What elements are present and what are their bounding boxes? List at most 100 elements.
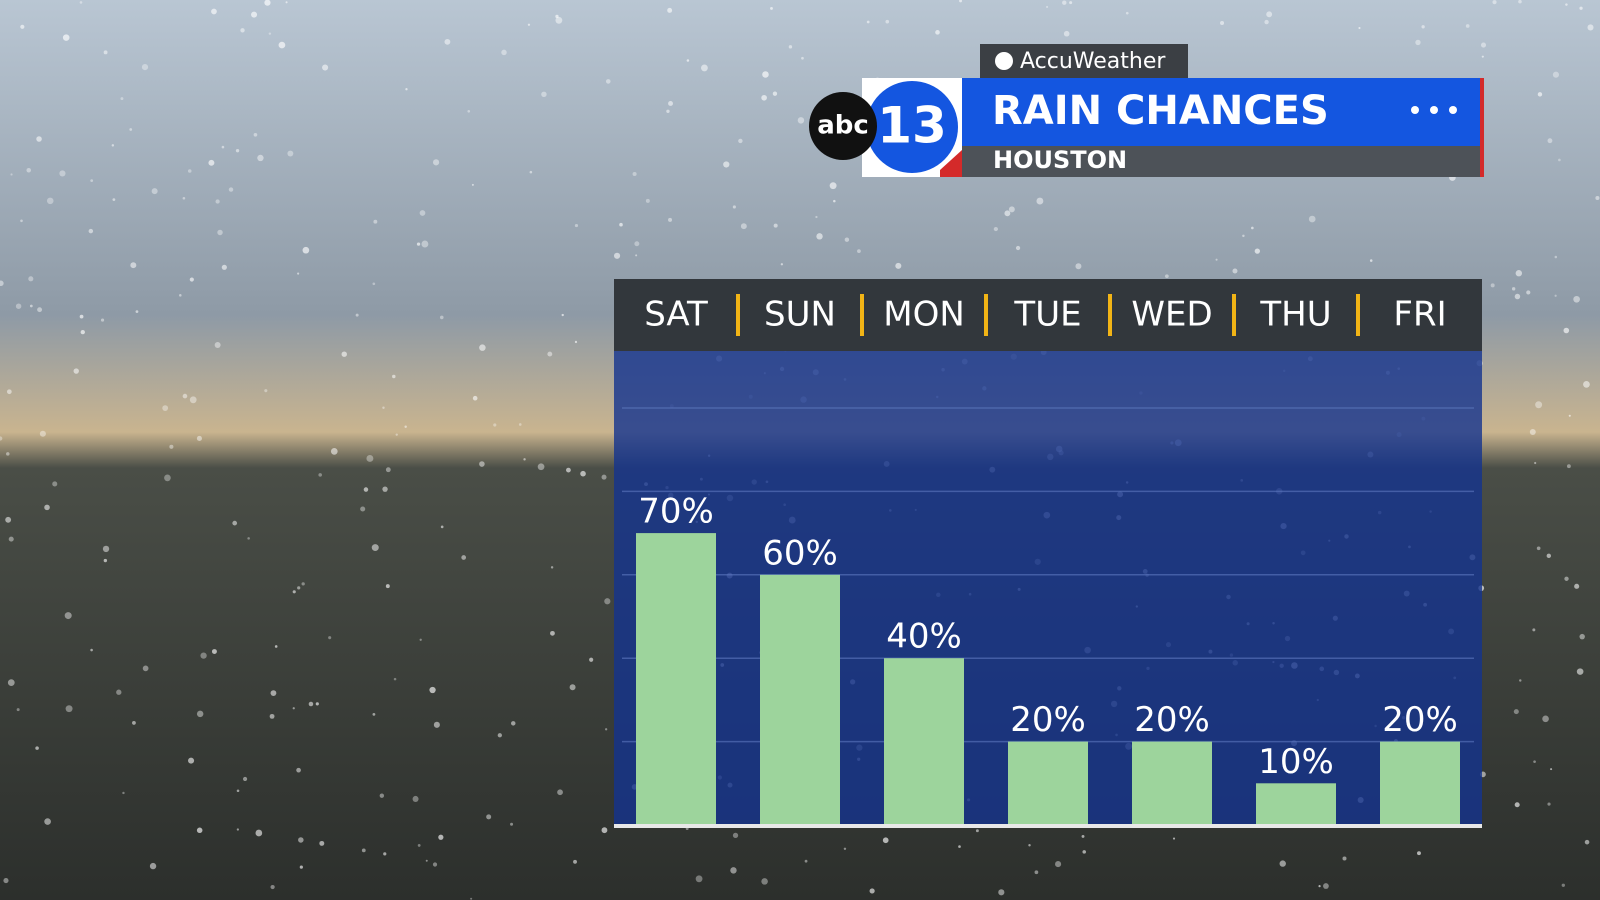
rain-drop	[1063, 30, 1070, 37]
rain-drop	[1015, 245, 1021, 251]
rain-drop	[1004, 210, 1011, 217]
x-tick-label: THU	[1259, 295, 1331, 335]
rain-drop	[550, 566, 554, 569]
rain-drop	[433, 721, 440, 728]
rain-drop	[79, 1, 83, 4]
brand: AccuWeather	[1020, 49, 1166, 74]
rain-drop	[1242, 234, 1245, 238]
rain-drop	[833, 199, 836, 203]
value-label: 20%	[1134, 700, 1210, 740]
rain-drop	[196, 710, 204, 718]
rain-drop	[296, 767, 301, 773]
logo-accent	[940, 150, 962, 177]
rain-drop	[0, 280, 4, 287]
rain-drop	[815, 215, 818, 219]
rain-drop	[1511, 287, 1516, 291]
rain-drop	[341, 351, 347, 357]
rain-drop	[103, 50, 108, 55]
rain-drop	[467, 109, 471, 113]
rain-drop	[46, 197, 54, 205]
x-tick-label: TUE	[1013, 295, 1081, 335]
subtitle-bar	[962, 146, 1484, 177]
rain-drop	[1579, 6, 1583, 10]
rain-drop	[122, 791, 125, 795]
rain-drop	[251, 11, 258, 18]
rain-drop	[1518, 0, 1522, 4]
rain-drop	[573, 859, 577, 864]
rain-drop	[26, 167, 31, 173]
rain-drop	[269, 713, 275, 719]
rain-drop	[315, 702, 319, 706]
rain-drop	[44, 504, 50, 511]
rain-drop	[301, 582, 305, 586]
rain-drop	[440, 525, 444, 529]
rain-drop	[64, 612, 72, 620]
rain-drop	[419, 210, 426, 216]
rain-drop	[1415, 39, 1421, 46]
rain-drop	[379, 793, 385, 798]
rain-drop	[297, 586, 301, 590]
rain-drop	[1574, 583, 1580, 589]
rain-drop	[196, 435, 202, 442]
rain-drop	[935, 30, 940, 35]
rain-drop	[801, 56, 804, 60]
rain-drop	[214, 342, 221, 349]
rain-drop	[52, 481, 58, 487]
rain-drop	[773, 223, 778, 228]
brand-tab	[980, 44, 1188, 80]
rain-drop	[372, 282, 376, 286]
rain-drop	[385, 467, 391, 473]
rain-drop	[438, 834, 444, 840]
rain-drop	[10, 173, 13, 176]
rain-drop	[103, 558, 108, 563]
rain-drop	[472, 395, 478, 401]
rain-drop	[297, 272, 300, 275]
rain-drop	[1266, 11, 1273, 18]
rain-drop	[574, 223, 579, 228]
rain-drop	[1595, 195, 1600, 201]
rain-drop	[959, 0, 963, 3]
rain-drop	[497, 733, 502, 738]
rain-drop	[302, 246, 310, 254]
rain-drop	[523, 458, 526, 461]
rain-drop	[162, 405, 169, 411]
rain-drop	[299, 865, 303, 869]
rain-drop	[35, 746, 39, 750]
rain-drop	[723, 161, 730, 168]
rain-drop	[247, 537, 250, 540]
rain-drop	[385, 584, 390, 589]
rain-drop	[1490, 283, 1495, 288]
rain-drop	[1526, 290, 1531, 295]
rain-drop	[1172, 837, 1176, 840]
rain-drop	[1075, 263, 1082, 270]
rain-drop	[561, 313, 564, 317]
rain-drop	[1125, 11, 1129, 15]
rain-drop	[555, 16, 563, 24]
value-label: 70%	[638, 492, 714, 532]
rain-drop	[1220, 20, 1225, 25]
rain-drop	[360, 506, 366, 512]
rain-drop	[382, 486, 388, 492]
rain-drop	[62, 34, 70, 41]
rain-drop	[1564, 576, 1569, 581]
rain-drop	[383, 852, 387, 856]
rain-drop	[141, 64, 149, 71]
value-label: 10%	[1258, 742, 1334, 782]
rain-drop	[270, 690, 277, 696]
rain-drop	[1008, 206, 1015, 213]
rain-drop	[120, 97, 124, 101]
rain-drop	[635, 254, 638, 257]
rain-drop	[419, 638, 422, 641]
rain-drop	[604, 728, 608, 731]
rain-drop	[292, 590, 296, 594]
rain-drop	[432, 862, 438, 867]
chart-title: RAIN CHANCES	[992, 88, 1329, 134]
rain-drop	[730, 867, 737, 874]
rain-drop	[1576, 668, 1584, 675]
menu-dot	[1449, 106, 1457, 114]
rain-drop	[527, 23, 531, 26]
rain-drop	[732, 832, 739, 839]
rain-drop	[37, 307, 43, 313]
rain-drop	[429, 686, 436, 694]
